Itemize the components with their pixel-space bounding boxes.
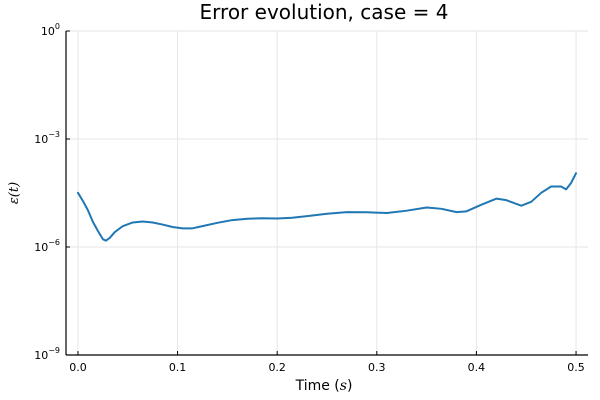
tick-labels: 0.0 0.1 0.2 0.3 0.4 0.5 10−9 10−6 10−3 100 <box>34 22 585 374</box>
chart-title: Error evolution, case = 4 <box>200 0 449 24</box>
series-line <box>76 172 578 242</box>
y-tick-label: 10−3 <box>34 130 60 146</box>
y-tick-label: 100 <box>41 22 60 38</box>
y-axis-label: ε(t) <box>7 182 22 204</box>
axes <box>65 30 588 356</box>
series-layer <box>76 172 578 242</box>
grid-lines <box>66 30 588 356</box>
x-tick-label: 0.5 <box>567 361 585 374</box>
x-tick-label: 0.3 <box>368 361 386 374</box>
x-tick-label: 0.4 <box>468 361 486 374</box>
x-tick-label: 0.2 <box>268 361 286 374</box>
y-tick-label: 10−9 <box>34 346 60 362</box>
x-tick-label: 0.0 <box>69 361 87 374</box>
y-tick-label: 10−6 <box>34 238 60 254</box>
x-tick-label: 0.1 <box>169 361 187 374</box>
x-axis-label: Time (s) <box>295 378 353 394</box>
